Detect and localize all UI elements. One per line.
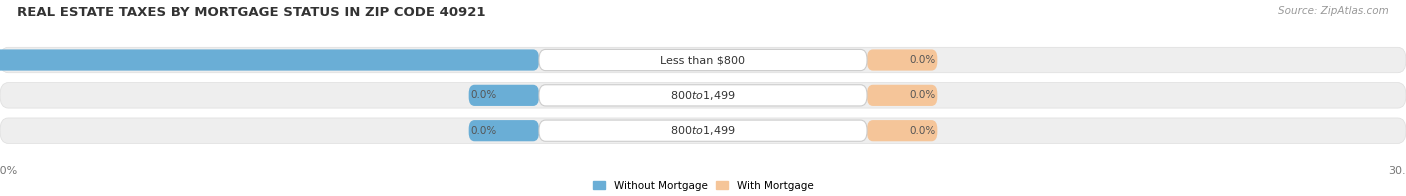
FancyBboxPatch shape — [868, 120, 938, 141]
FancyBboxPatch shape — [538, 49, 868, 71]
Text: 0.0%: 0.0% — [471, 126, 496, 136]
Text: 0.0%: 0.0% — [471, 90, 496, 100]
FancyBboxPatch shape — [868, 49, 938, 71]
FancyBboxPatch shape — [468, 85, 538, 106]
FancyBboxPatch shape — [0, 49, 538, 71]
Text: REAL ESTATE TAXES BY MORTGAGE STATUS IN ZIP CODE 40921: REAL ESTATE TAXES BY MORTGAGE STATUS IN … — [17, 6, 485, 19]
Text: $800 to $1,499: $800 to $1,499 — [671, 89, 735, 102]
Text: 0.0%: 0.0% — [910, 90, 935, 100]
FancyBboxPatch shape — [0, 47, 1406, 73]
Text: 0.0%: 0.0% — [910, 126, 935, 136]
Text: Source: ZipAtlas.com: Source: ZipAtlas.com — [1278, 6, 1389, 16]
FancyBboxPatch shape — [538, 120, 868, 141]
FancyBboxPatch shape — [868, 85, 938, 106]
Text: 0.0%: 0.0% — [910, 55, 935, 65]
FancyBboxPatch shape — [468, 120, 538, 141]
Text: $800 to $1,499: $800 to $1,499 — [671, 124, 735, 137]
FancyBboxPatch shape — [0, 118, 1406, 143]
FancyBboxPatch shape — [0, 83, 1406, 108]
Legend: Without Mortgage, With Mortgage: Without Mortgage, With Mortgage — [593, 181, 813, 191]
Text: Less than $800: Less than $800 — [661, 55, 745, 65]
FancyBboxPatch shape — [538, 85, 868, 106]
